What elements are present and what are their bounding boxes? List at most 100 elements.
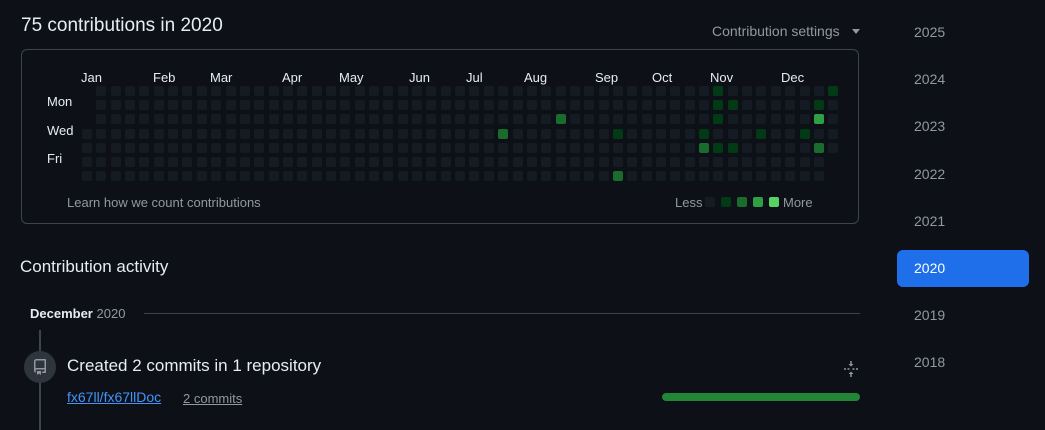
contribution-day-cell[interactable] [727,128,738,139]
contribution-day-cell[interactable] [526,86,537,96]
contribution-day-cell[interactable] [656,114,666,125]
contribution-day-cell[interactable] [598,128,609,139]
contribution-day-cell[interactable] [139,157,150,167]
contribution-day-cell[interactable] [498,128,509,139]
contribution-day-cell[interactable] [526,142,537,153]
contribution-day-cell[interactable] [770,100,781,111]
contribution-day-cell[interactable] [311,114,322,125]
contribution-day-cell[interactable] [383,171,394,182]
contribution-day-cell[interactable] [727,86,738,96]
contribution-day-cell[interactable] [182,86,193,96]
contribution-day-cell[interactable] [684,171,695,182]
contribution-day-cell[interactable] [498,157,509,167]
contribution-day-cell[interactable] [756,114,767,125]
contribution-day-cell[interactable] [340,86,351,96]
contribution-day-cell[interactable] [325,128,336,139]
contribution-day-cell[interactable] [225,86,236,96]
contribution-day-cell[interactable] [211,100,222,111]
contribution-day-cell[interactable] [641,171,652,182]
contribution-day-cell[interactable] [440,114,451,125]
contribution-day-cell[interactable] [196,157,207,167]
contribution-day-cell[interactable] [656,142,666,153]
contribution-day-cell[interactable] [182,142,193,153]
contribution-day-cell[interactable] [555,114,566,125]
contribution-day-cell[interactable] [110,100,121,111]
contribution-day-cell[interactable] [311,100,322,111]
contribution-day-cell[interactable] [627,100,638,111]
contribution-day-cell[interactable] [426,128,437,139]
contribution-day-cell[interactable] [182,157,193,167]
contribution-day-cell[interactable] [627,142,638,153]
contribution-day-cell[interactable] [742,157,753,167]
contribution-day-cell[interactable] [670,114,681,125]
contribution-day-cell[interactable] [225,157,236,167]
contribution-day-cell[interactable] [139,128,150,139]
contribution-day-cell[interactable] [598,142,609,153]
contribution-day-cell[interactable] [727,114,738,125]
contribution-day-cell[interactable] [268,100,279,111]
contribution-day-cell[interactable] [311,157,322,167]
contribution-day-cell[interactable] [713,100,724,111]
contribution-day-cell[interactable] [498,114,509,125]
contribution-day-cell[interactable] [125,128,136,139]
contribution-day-cell[interactable] [297,157,308,167]
contribution-day-cell[interactable] [340,157,351,167]
year-link-2019[interactable]: 2019 [914,307,946,324]
contribution-day-cell[interactable] [727,142,738,153]
contribution-day-cell[interactable] [469,86,480,96]
contribution-day-cell[interactable] [196,114,207,125]
contribution-day-cell[interactable] [699,100,710,111]
contribution-day-cell[interactable] [426,157,437,167]
contribution-day-cell[interactable] [799,142,810,153]
contribution-day-cell[interactable] [512,86,523,96]
contribution-day-cell[interactable] [641,128,652,139]
contribution-day-cell[interactable] [469,128,480,139]
contribution-day-cell[interactable] [96,128,107,139]
contribution-day-cell[interactable] [598,100,609,111]
contribution-day-cell[interactable] [354,171,365,182]
contribution-day-cell[interactable] [498,171,509,182]
contribution-day-cell[interactable] [656,86,666,96]
contribution-day-cell[interactable] [455,142,466,153]
contribution-day-cell[interactable] [828,100,839,111]
contribution-day-cell[interactable] [282,157,293,167]
contribution-day-cell[interactable] [555,100,566,111]
contribution-day-cell[interactable] [153,171,164,182]
year-link-2024[interactable]: 2024 [914,71,946,88]
contribution-day-cell[interactable] [139,142,150,153]
contribution-day-cell[interactable] [426,100,437,111]
contribution-day-cell[interactable] [526,114,537,125]
contribution-day-cell[interactable] [325,157,336,167]
contribution-day-cell[interactable] [569,142,580,153]
contribution-day-cell[interactable] [211,142,222,153]
contribution-day-cell[interactable] [211,157,222,167]
contribution-day-cell[interactable] [426,171,437,182]
contribution-day-cell[interactable] [469,142,480,153]
contribution-day-cell[interactable] [813,142,824,153]
contribution-day-cell[interactable] [813,86,824,96]
contribution-day-cell[interactable] [340,114,351,125]
contribution-day-cell[interactable] [483,142,494,153]
contribution-day-cell[interactable] [311,128,322,139]
contribution-day-cell[interactable] [168,171,179,182]
contribution-day-cell[interactable] [254,171,265,182]
contribution-day-cell[interactable] [713,142,724,153]
contribution-day-cell[interactable] [325,142,336,153]
contribution-day-cell[interactable] [168,114,179,125]
contribution-day-cell[interactable] [383,128,394,139]
contribution-day-cell[interactable] [96,142,107,153]
year-link-2021[interactable]: 2021 [914,212,946,229]
contribution-day-cell[interactable] [469,171,480,182]
contribution-day-cell[interactable] [584,114,595,125]
contribution-day-cell[interactable] [770,114,781,125]
contribution-day-cell[interactable] [555,171,566,182]
contribution-day-cell[interactable] [526,128,537,139]
contribution-day-cell[interactable] [713,171,724,182]
contribution-day-cell[interactable] [598,86,609,96]
contribution-day-cell[interactable] [699,171,710,182]
contribution-day-cell[interactable] [770,171,781,182]
contribution-day-cell[interactable] [225,114,236,125]
contribution-day-cell[interactable] [641,142,652,153]
contribution-day-cell[interactable] [397,142,408,153]
contribution-day-cell[interactable] [196,86,207,96]
